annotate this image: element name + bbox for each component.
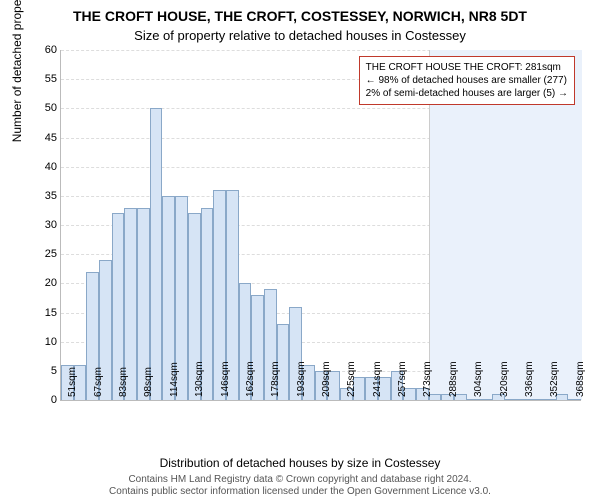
x-tick-label: 178sqm: [270, 361, 281, 397]
annotation-line2: ← 98% of detached houses are smaller (27…: [366, 74, 568, 87]
x-tick-label: 368sqm: [575, 361, 586, 397]
histogram-bar: [480, 399, 493, 400]
x-tick-label: 209sqm: [321, 361, 332, 397]
x-tick-label: 130sqm: [194, 361, 205, 397]
x-tick-label: 98sqm: [143, 367, 154, 397]
x-tick-label: 288sqm: [448, 361, 459, 397]
x-tick-label: 352sqm: [549, 361, 560, 397]
y-tick-label: 0: [33, 394, 57, 406]
y-tick-label: 55: [33, 73, 57, 85]
x-axis-label: Distribution of detached houses by size …: [0, 456, 600, 470]
x-tick-label: 225sqm: [346, 361, 357, 397]
histogram-bar: [518, 399, 531, 400]
y-tick-label: 40: [33, 161, 57, 173]
x-tick-label: 304sqm: [473, 361, 484, 397]
histogram-bar: [467, 399, 480, 400]
y-tick-label: 30: [33, 219, 57, 231]
annotation-box: THE CROFT HOUSE THE CROFT: 281sqm← 98% o…: [359, 56, 575, 105]
chart-title: THE CROFT HOUSE, THE CROFT, COSTESSEY, N…: [0, 8, 600, 24]
x-tick-label: 273sqm: [422, 361, 433, 397]
annotation-line1: THE CROFT HOUSE THE CROFT: 281sqm: [366, 61, 568, 74]
histogram-bar: [150, 108, 163, 400]
x-tick-label: 336sqm: [524, 361, 535, 397]
footnote-line2: Contains public sector information licen…: [109, 486, 491, 497]
x-tick-label: 320sqm: [499, 361, 510, 397]
footnote-line1: Contains HM Land Registry data © Crown c…: [128, 474, 471, 485]
annotation-line3: 2% of semi-detached houses are larger (5…: [366, 87, 568, 100]
plot-area: 05101520253035404550556051sqm67sqm83sqm9…: [60, 50, 581, 401]
chart-subtitle: Size of property relative to detached ho…: [0, 28, 600, 43]
y-tick-label: 20: [33, 277, 57, 289]
footnote: Contains HM Land Registry data © Crown c…: [0, 474, 600, 498]
x-tick-label: 146sqm: [220, 361, 231, 397]
y-tick-label: 50: [33, 102, 57, 114]
histogram-bar: [543, 399, 556, 400]
x-tick-label: 51sqm: [67, 367, 78, 397]
histogram-bar: [505, 399, 518, 400]
x-tick-label: 114sqm: [169, 362, 180, 397]
y-tick-label: 10: [33, 336, 57, 348]
x-tick-label: 83sqm: [118, 367, 129, 397]
x-tick-label: 67sqm: [93, 367, 104, 397]
y-tick-label: 60: [33, 44, 57, 56]
y-tick-label: 15: [33, 307, 57, 319]
y-tick-label: 25: [33, 248, 57, 260]
histogram-bar: [568, 399, 581, 400]
x-tick-label: 162sqm: [245, 361, 256, 397]
x-tick-label: 193sqm: [296, 361, 307, 397]
y-tick-label: 35: [33, 190, 57, 202]
x-tick-label: 257sqm: [397, 361, 408, 397]
histogram-bar: [530, 399, 543, 400]
x-tick-label: 241sqm: [372, 361, 383, 397]
y-tick-label: 5: [33, 365, 57, 377]
y-axis-label: Number of detached properties: [10, 0, 24, 142]
y-tick-label: 45: [33, 132, 57, 144]
